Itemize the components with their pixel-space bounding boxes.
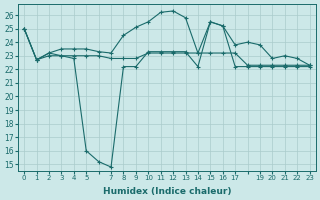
X-axis label: Humidex (Indice chaleur): Humidex (Indice chaleur): [103, 187, 231, 196]
